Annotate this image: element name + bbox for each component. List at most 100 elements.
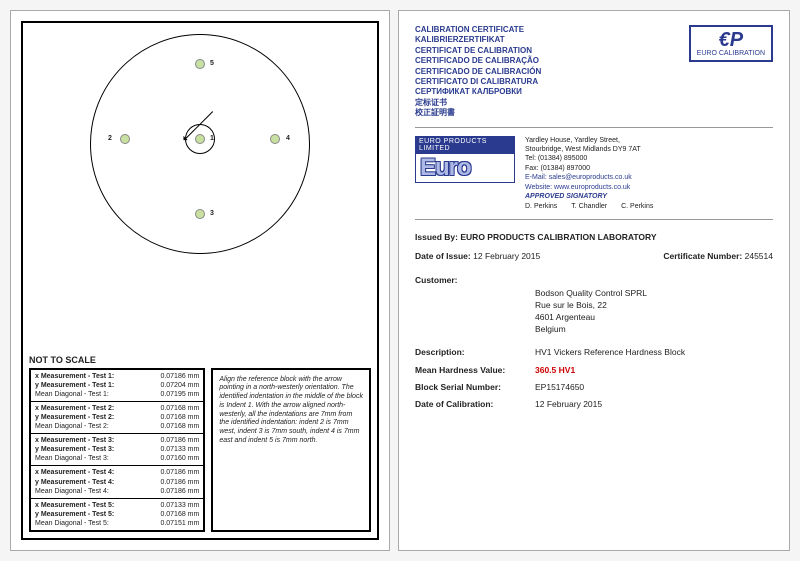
measurement-group: x Measurement - Test 4:0.07186 mmy Measu… [31,466,203,498]
measurement-value: 0.07195 mm [160,390,199,399]
measurement-row: x Measurement - Test 1:0.07186 mm [35,372,199,381]
serial-row: Block Serial Number: EP15174650 [415,380,773,395]
measurement-value: 0.07168 mm [160,422,199,431]
indent-3 [195,209,205,219]
issued-by-label: Issued By: [415,232,458,242]
measurement-group: x Measurement - Test 3:0.07186 mmy Measu… [31,434,203,466]
company-details: Yardley House, Yardley Street, Stourbrid… [525,136,773,212]
measurement-label: Mean Diagonal - Test 5: [35,519,109,528]
customer-country: Belgium [535,324,773,336]
measurement-row: Mean Diagonal - Test 2: 0.07168 mm [35,422,199,431]
measurement-value: 0.07186 mm [160,468,199,477]
measurement-group: x Measurement - Test 5:0.07133 mmy Measu… [31,499,203,530]
measurement-row: y Measurement - Test 3:0.07133 mm [35,445,199,454]
ep-logo-text: €P [697,30,765,50]
measurement-value: 0.07160 mm [160,454,199,463]
description-row: Description: HV1 Vickers Reference Hardn… [415,345,773,360]
measurement-label: y Measurement - Test 4: [35,478,114,487]
instructions-box: Align the reference block with the arrow… [211,368,371,532]
customer-addr2: 4601 Argenteau [535,312,773,324]
cert-title-line: CERTIFICADO DE CALIBRAÇÃO [415,56,541,66]
measurement-value: 0.07168 mm [160,510,199,519]
measurement-value: 0.07168 mm [160,413,199,422]
serial-label: Block Serial Number: [415,380,535,395]
measurement-label: Mean Diagonal - Test 4: [35,487,109,496]
cert-title-line: CALIBRATION CERTIFICATE [415,25,541,35]
company-row: EURO PRODUCTS LIMITED Euro Yardley House… [415,128,773,221]
company-fax: Fax: (01384) 897000 [525,164,773,173]
customer-name: Bodson Quality Control SPRL [535,288,773,300]
measurement-label: x Measurement - Test 5: [35,501,114,510]
sig2: T. Chandler [571,202,607,211]
customer-block: Bodson Quality Control SPRL Rue sur le B… [535,288,773,336]
issued-by-value: EURO PRODUCTS CALIBRATION LABORATORY [460,232,656,242]
measurement-label: y Measurement - Test 2: [35,413,114,422]
euro-logo: EURO PRODUCTS LIMITED Euro [415,136,515,182]
measurement-row: x Measurement - Test 3:0.07186 mm [35,436,199,445]
bottom-section: x Measurement - Test 1:0.07186 mm y Measu… [29,368,371,532]
issued-by-row: Issued By: EURO PRODUCTS CALIBRATION LAB… [415,230,773,245]
company-addr2: Stourbridge, West Midlands DY9 7AT [525,145,773,154]
measurement-row: Mean Diagonal - Test 4: 0.07186 mm [35,487,199,496]
measurement-row: x Measurement - Test 5:0.07133 mm [35,501,199,510]
header-row: CALIBRATION CERTIFICATEKALIBRIERZERTIFIK… [415,25,773,128]
indent-2 [120,134,130,144]
description-label: Description: [415,345,535,360]
date-issue: Date of Issue: 12 February 2015 [415,249,540,264]
measurement-value: 0.07151 mm [160,519,199,528]
measurement-row: Mean Diagonal - Test 3: 0.07160 mm [35,454,199,463]
cert-title-line: CERTIFICATO DI CALIBRATURA [415,77,541,87]
measurement-row: y Measurement - Test 5:0.07168 mm [35,510,199,519]
signatory-label: APPROVED SIGNATORY [525,192,773,201]
cert-title-line: СЕРТИФИКАТ КАЛБРОВКИ [415,87,541,97]
measurement-value: 0.07168 mm [160,404,199,413]
certificate-titles: CALIBRATION CERTIFICATEKALIBRIERZERTIFIK… [415,25,541,119]
cal-date-value: 12 February 2015 [535,397,773,412]
measurement-row: Mean Diagonal - Test 1: 0.07195 mm [35,390,199,399]
cert-title-line: CERTIFICAT DE CALIBRATION [415,46,541,56]
right-page: CALIBRATION CERTIFICATEKALIBRIERZERTIFIK… [398,10,790,551]
measurement-label: Mean Diagonal - Test 3: [35,454,109,463]
indent-diagram: 1 2 3 4 5 [29,29,371,351]
mean-value: 360.5 HV1 [535,363,773,378]
left-page: 1 2 3 4 5 NOT TO SCALE x Measurement - T… [10,10,390,551]
company-email: E-Mail: sales@europroducts.co.uk [525,173,773,182]
measurement-group: x Measurement - Test 2:0.07168 mmy Measu… [31,402,203,434]
cert-title-line: 定标证书 [415,98,541,108]
indent-1 [195,134,205,144]
measurement-label: x Measurement - Test 3: [35,436,114,445]
measurement-row: y Measurement - Test 2: 0.07168 mm [35,413,199,422]
measurement-row: x Measurement - Test 4: 0.07186 mm [35,468,199,477]
serial-value: EP15174650 [535,380,773,395]
left-border: 1 2 3 4 5 NOT TO SCALE x Measurement - T… [21,21,379,540]
customer-label: Customer: [415,273,535,288]
measurement-value: 0.07186 mm [160,478,199,487]
company-web: Website: www.europroducts.co.uk [525,183,773,192]
cert-no: Certificate Number: 245514 [663,249,773,264]
cal-date-label: Date of Calibration: [415,397,535,412]
indent-4-label: 4 [286,135,290,142]
mean-hardness-row: Mean Hardness Value: 360.5 HV1 [415,363,773,378]
measurement-table: x Measurement - Test 1:0.07186 mm y Measu… [29,368,205,532]
measurement-label: Mean Diagonal - Test 2: [35,422,109,431]
indent-5-label: 5 [210,60,214,67]
measurement-label: Mean Diagonal - Test 1: [35,390,109,399]
certificate-details: Issued By: EURO PRODUCTS CALIBRATION LAB… [415,220,773,415]
sig1: D. Perkins [525,202,557,211]
ep-logo-label: EURO CALIBRATION [697,50,765,57]
sig3: C. Perkins [621,202,653,211]
indent-3-label: 3 [210,210,214,217]
indent-5 [195,59,205,69]
indent-4 [270,134,280,144]
description-value: HV1 Vickers Reference Hardness Block [535,345,773,360]
measurement-label: x Measurement - Test 4: [35,468,114,477]
measurement-row: x Measurement - Test 2:0.07168 mm [35,404,199,413]
measurement-value: 0.07186 mm [160,372,199,381]
cert-title-line: 校正証明書 [415,108,541,118]
cert-title-line: CERTIFICADO DE CALIBRACIÓN [415,67,541,77]
measurement-row: y Measurement - Test 4: 0.07186 mm [35,478,199,487]
measurement-value: 0.07186 mm [160,487,199,496]
issue-date-row: Date of Issue: 12 February 2015 Certific… [415,249,773,264]
euro-calibration-logo: €P EURO CALIBRATION [689,25,773,62]
customer-addr1: Rue sur le Bois, 22 [535,300,773,312]
